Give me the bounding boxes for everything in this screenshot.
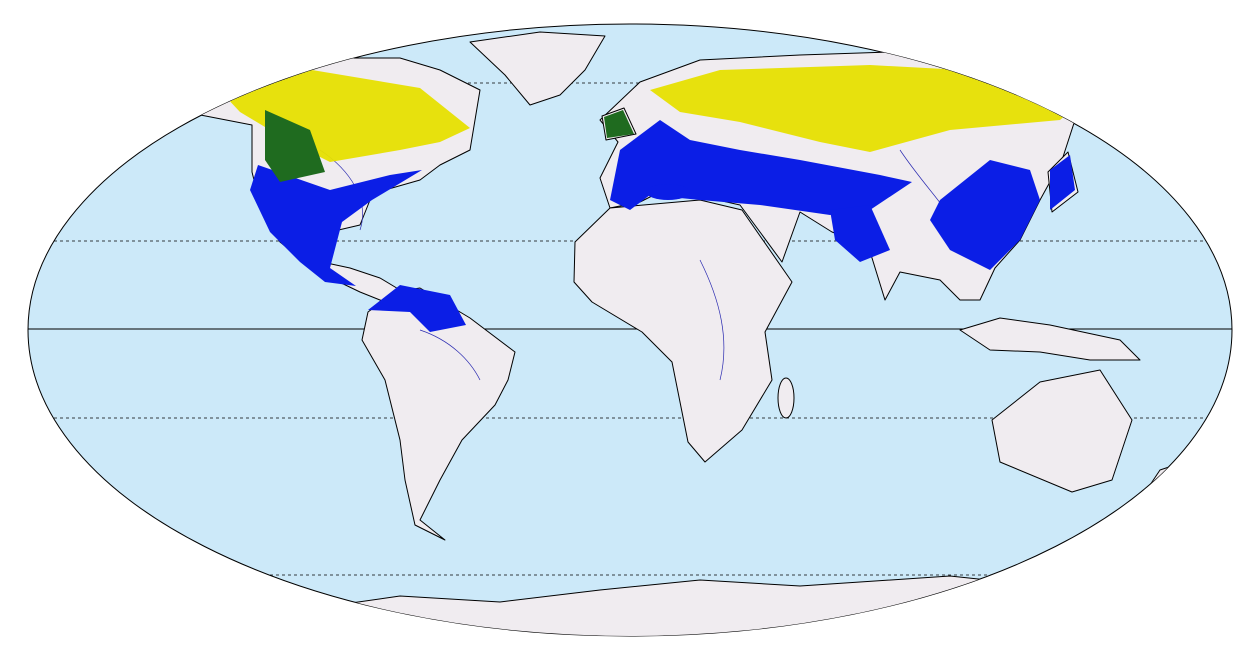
range-yellow-eurasia	[650, 65, 1090, 152]
map-content	[28, 31, 1232, 636]
madagascar	[777, 377, 795, 419]
range-blue-north-america	[250, 165, 422, 286]
range-blue-japan	[1050, 155, 1075, 210]
range-green-north-america	[265, 110, 325, 182]
southeast-asian-islands	[959, 317, 1141, 361]
australia	[991, 369, 1133, 493]
range-blue-china	[930, 160, 1040, 270]
range-yellow-north-america	[210, 68, 470, 162]
greenland	[469, 31, 606, 106]
range-blue-north-africa	[646, 184, 690, 200]
range-blue-south-america	[368, 285, 466, 332]
africa	[573, 199, 793, 463]
range-green-british-isles	[604, 110, 634, 138]
range-blue-india	[830, 205, 890, 262]
